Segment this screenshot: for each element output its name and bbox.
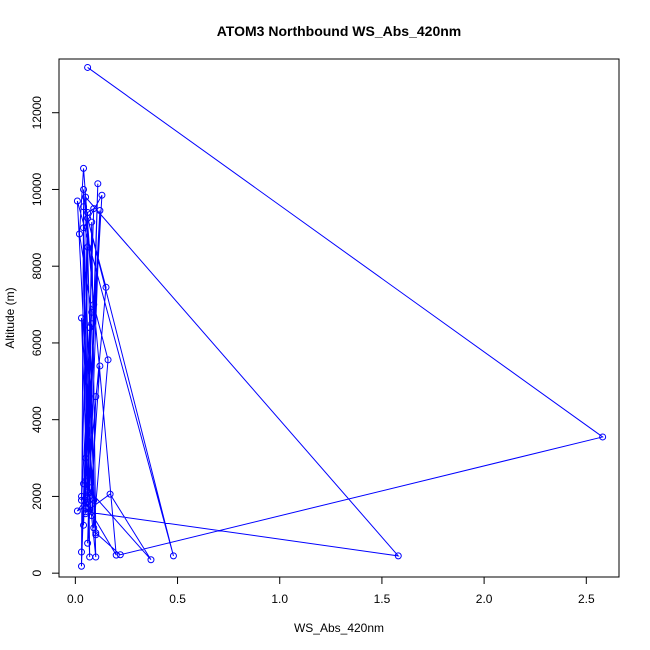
data-point [88, 308, 96, 316]
data-point [92, 531, 100, 539]
data-point [77, 496, 85, 504]
data-point [96, 207, 104, 215]
x-tick-label: 2.5 [578, 592, 595, 606]
data-point [92, 553, 100, 561]
x-tick-label: 0.0 [67, 592, 84, 606]
data-point [104, 356, 112, 364]
series-layer [73, 63, 607, 570]
data-point [84, 208, 92, 216]
data-point [80, 224, 88, 232]
y-axis-label: Altitude (m) [3, 287, 17, 348]
data-point [88, 320, 96, 328]
chart-title: ATOM3 Northbound WS_Abs_420nm [217, 23, 462, 39]
y-tick-label: 2000 [30, 483, 44, 510]
data-point [77, 492, 85, 500]
data-point [82, 510, 90, 518]
data-point [82, 454, 90, 462]
x-tick-label: 1.0 [271, 592, 288, 606]
data-point [84, 539, 92, 547]
data-point [77, 314, 85, 322]
data-point [77, 548, 85, 556]
data-point [106, 490, 114, 498]
data-point [80, 521, 88, 529]
data-point [88, 218, 96, 226]
data-point [112, 551, 120, 559]
data-point [90, 205, 98, 213]
data-point [599, 433, 607, 441]
data-point [75, 230, 83, 238]
data-point [147, 556, 155, 564]
data-point [116, 551, 124, 559]
y-tick-label: 8000 [30, 253, 44, 280]
data-point [80, 185, 88, 193]
data-point [80, 203, 88, 211]
data-point [84, 489, 92, 497]
data-point [394, 552, 402, 560]
x-tick-label: 0.5 [169, 592, 186, 606]
data-point [92, 393, 100, 401]
data-point [98, 191, 106, 199]
x-tick-label: 2.0 [476, 592, 493, 606]
data-point [84, 243, 92, 251]
data-point [82, 477, 90, 485]
data-point [82, 508, 90, 516]
plot-frame [58, 58, 620, 578]
y-tick-label: 0 [30, 570, 44, 577]
data-point [96, 362, 104, 370]
data-point [86, 489, 94, 497]
y-tick-label: 12000 [30, 96, 44, 130]
data-point [84, 63, 92, 71]
data-point [90, 301, 98, 309]
data-point [73, 507, 81, 515]
data-point [80, 164, 88, 172]
data-point [90, 524, 98, 532]
x-tick-label: 1.5 [374, 592, 391, 606]
series-line [76, 67, 604, 567]
y-tick-label: 4000 [30, 406, 44, 433]
data-point [102, 283, 110, 291]
data-point [94, 180, 102, 188]
x-axis-label: WS_Abs_420nm [294, 621, 384, 635]
data-point [90, 496, 98, 504]
x-axis: 0.0 0.5 1.0 1.5 2.0 2.5 [67, 576, 595, 606]
data-point [169, 552, 177, 560]
data-point [82, 193, 90, 201]
y-axis: 0 2000 4000 6000 8000 10000 12000 [30, 96, 60, 577]
y-tick-label: 10000 [30, 172, 44, 206]
data-point [77, 562, 85, 570]
data-point [84, 498, 92, 506]
y-tick-label: 6000 [30, 329, 44, 356]
data-point [88, 512, 96, 520]
data-point [86, 324, 94, 332]
data-point [73, 197, 81, 205]
